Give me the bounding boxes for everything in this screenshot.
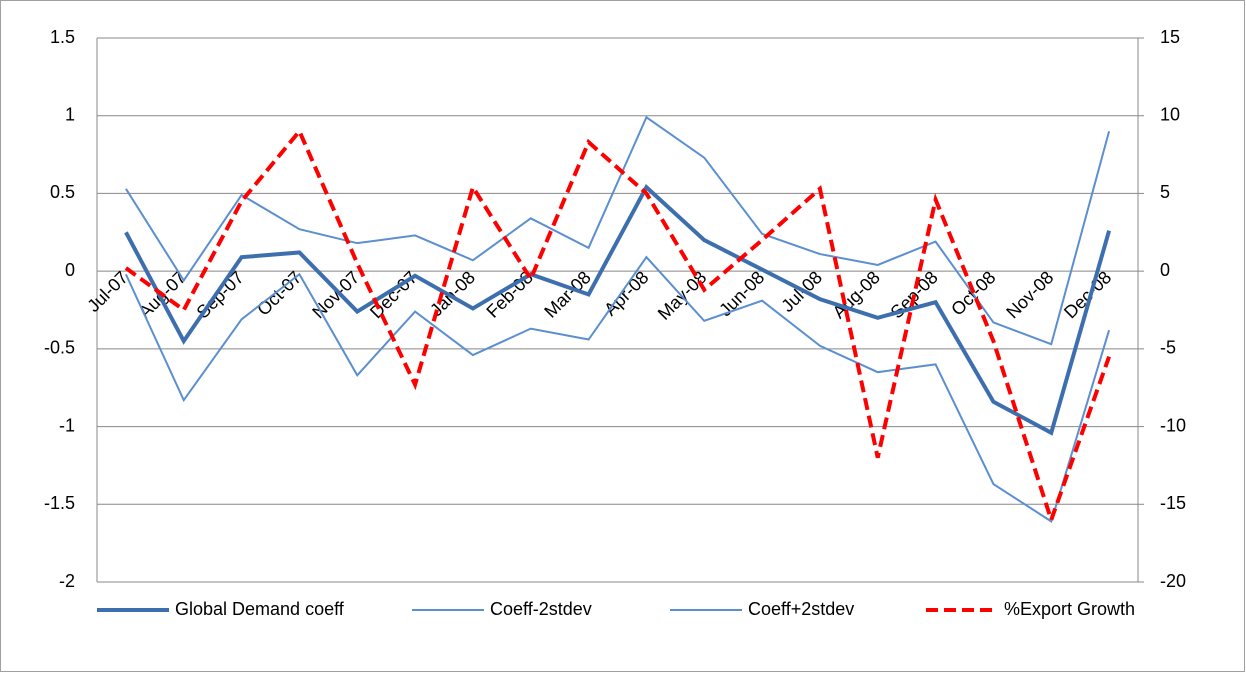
y-tick-label: 0 [65, 260, 75, 280]
y2-tick-label: -15 [1160, 493, 1186, 513]
legend-label: Global Demand coeff [175, 599, 345, 619]
y-tick-label: 0.5 [50, 182, 75, 202]
y2-tick-label: 10 [1160, 104, 1180, 124]
y-tick-label: -2 [59, 571, 75, 591]
y2-tick-label: -10 [1160, 415, 1186, 435]
series-line [124, 184, 1112, 436]
y-tick-label: -1 [59, 415, 75, 435]
y-tick-label: 1 [65, 104, 75, 124]
y-tick-label: 1.5 [50, 27, 75, 47]
legend-label: Coeff+2stdev [748, 599, 854, 619]
y2-tick-label: -20 [1160, 571, 1186, 591]
legend-label: %Export Growth [1004, 599, 1135, 619]
y2-tick-label: 0 [1160, 260, 1170, 280]
series-line [124, 127, 1111, 527]
y-tick-label: -0.5 [44, 338, 75, 358]
y-tick-label: -1.5 [44, 493, 75, 513]
y2-tick-label: 15 [1160, 27, 1180, 47]
y2-tick-label: 5 [1160, 182, 1170, 202]
y2-tick-label: -5 [1160, 338, 1176, 358]
series-line [125, 115, 1111, 346]
series-line [125, 255, 1111, 523]
legend-label: Coeff-2stdev [490, 599, 592, 619]
